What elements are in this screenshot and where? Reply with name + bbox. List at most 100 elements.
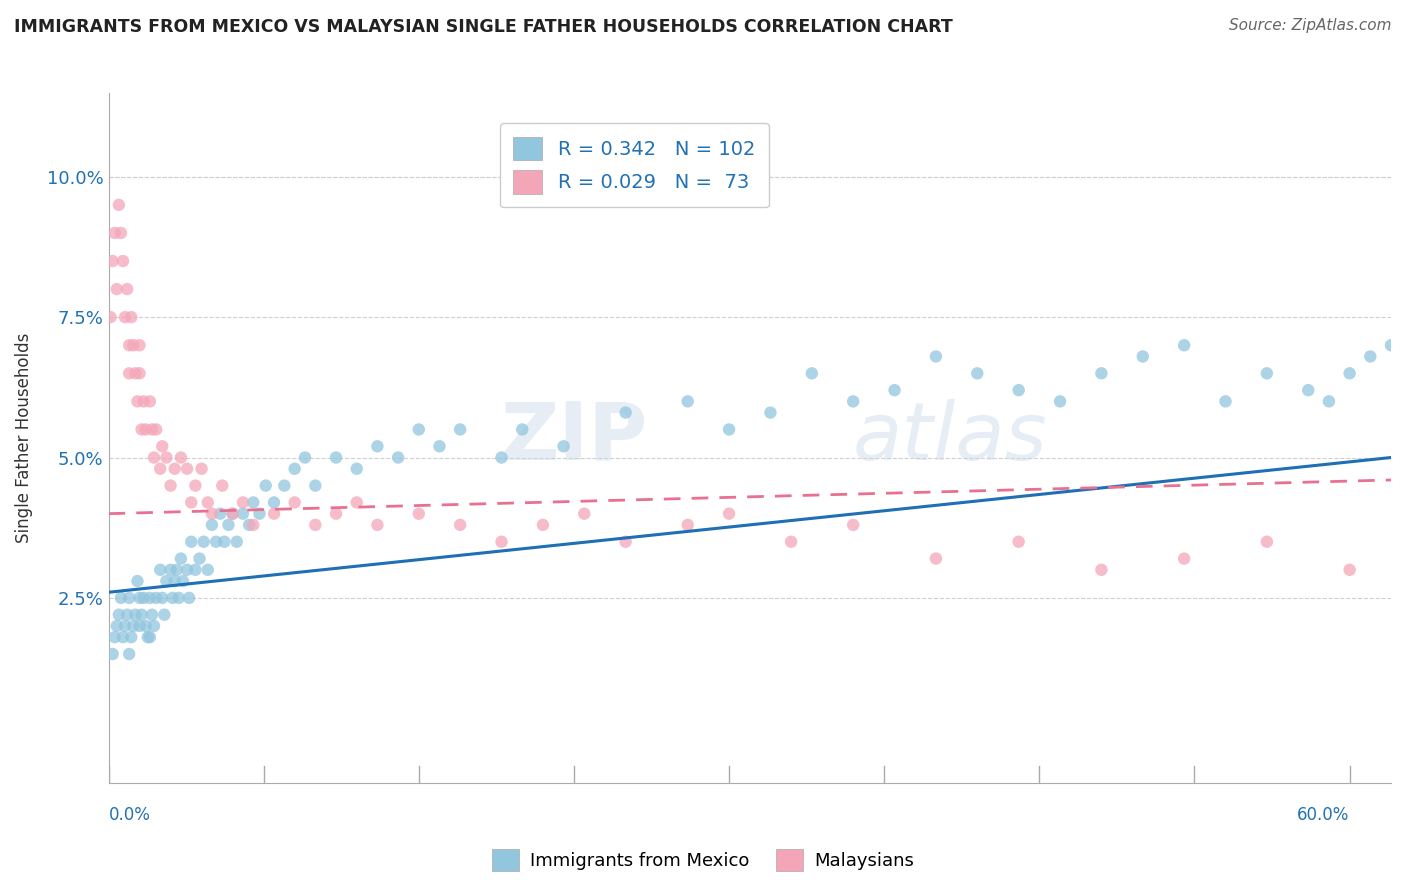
Point <box>531 517 554 532</box>
Point <box>491 450 513 465</box>
Point <box>294 450 316 465</box>
Point <box>128 338 150 352</box>
Point <box>122 338 145 352</box>
Point <box>221 507 243 521</box>
Point <box>201 507 224 521</box>
Point <box>101 647 124 661</box>
Legend: R = 0.342   N = 102, R = 0.029   N =  73: R = 0.342 N = 102, R = 0.029 N = 73 <box>499 123 769 208</box>
Point <box>118 338 141 352</box>
Point <box>139 630 162 644</box>
Point <box>249 507 271 521</box>
Point <box>105 619 128 633</box>
Point <box>1090 367 1112 381</box>
Point <box>883 383 905 397</box>
Point <box>366 517 388 532</box>
Point <box>1379 338 1402 352</box>
Point <box>263 507 285 521</box>
Point <box>676 394 699 409</box>
Point <box>214 534 236 549</box>
Point <box>120 310 142 325</box>
Point <box>346 462 368 476</box>
Point <box>510 422 533 436</box>
Point <box>242 517 264 532</box>
Point <box>842 517 865 532</box>
Point <box>111 254 134 268</box>
Point <box>180 495 202 509</box>
Point <box>800 367 823 381</box>
Text: 60.0%: 60.0% <box>1298 805 1350 823</box>
Point <box>205 534 228 549</box>
Point <box>104 226 127 240</box>
Point <box>925 350 948 364</box>
Point <box>118 647 141 661</box>
Point <box>163 462 186 476</box>
Point <box>100 310 122 325</box>
Point <box>190 462 212 476</box>
Point <box>141 422 163 436</box>
Point <box>114 619 136 633</box>
Point <box>449 517 471 532</box>
Point <box>136 630 159 644</box>
Point <box>110 226 132 240</box>
Point <box>128 619 150 633</box>
Point <box>614 406 637 420</box>
Point <box>232 507 254 521</box>
Point <box>139 394 162 409</box>
Point <box>1256 534 1278 549</box>
Point <box>325 450 347 465</box>
Point <box>163 574 186 588</box>
Text: atlas: atlas <box>852 399 1047 477</box>
Point <box>135 422 157 436</box>
Point <box>1360 350 1382 364</box>
Point <box>159 563 181 577</box>
Point <box>491 534 513 549</box>
Point <box>176 563 198 577</box>
Point <box>131 422 153 436</box>
Point <box>1215 394 1237 409</box>
Point <box>124 607 146 622</box>
Point <box>1173 338 1195 352</box>
Point <box>141 607 163 622</box>
Point <box>115 607 138 622</box>
Point <box>143 619 166 633</box>
Point <box>127 574 149 588</box>
Point <box>614 534 637 549</box>
Point <box>115 282 138 296</box>
Point <box>159 478 181 492</box>
Point <box>149 462 172 476</box>
Point <box>193 534 215 549</box>
Point <box>105 282 128 296</box>
Point <box>273 478 295 492</box>
Point <box>325 507 347 521</box>
Point <box>184 478 207 492</box>
Point <box>304 517 326 532</box>
Point <box>145 591 167 605</box>
Text: ZIP: ZIP <box>501 399 647 477</box>
Point <box>114 310 136 325</box>
Point <box>101 254 124 268</box>
Point <box>284 462 307 476</box>
Point <box>254 478 277 492</box>
Point <box>925 551 948 566</box>
Point <box>676 517 699 532</box>
Point <box>1256 367 1278 381</box>
Point <box>780 534 803 549</box>
Point <box>176 462 198 476</box>
Point <box>1173 551 1195 566</box>
Point <box>1339 563 1361 577</box>
Point <box>108 607 131 622</box>
Point <box>966 367 988 381</box>
Point <box>143 450 166 465</box>
Point <box>150 439 173 453</box>
Point <box>1090 563 1112 577</box>
Point <box>166 563 188 577</box>
Point <box>553 439 575 453</box>
Point <box>167 591 190 605</box>
Point <box>127 394 149 409</box>
Point <box>122 619 145 633</box>
Point <box>284 495 307 509</box>
Point <box>180 534 202 549</box>
Point <box>718 422 741 436</box>
Point <box>242 495 264 509</box>
Point <box>110 591 132 605</box>
